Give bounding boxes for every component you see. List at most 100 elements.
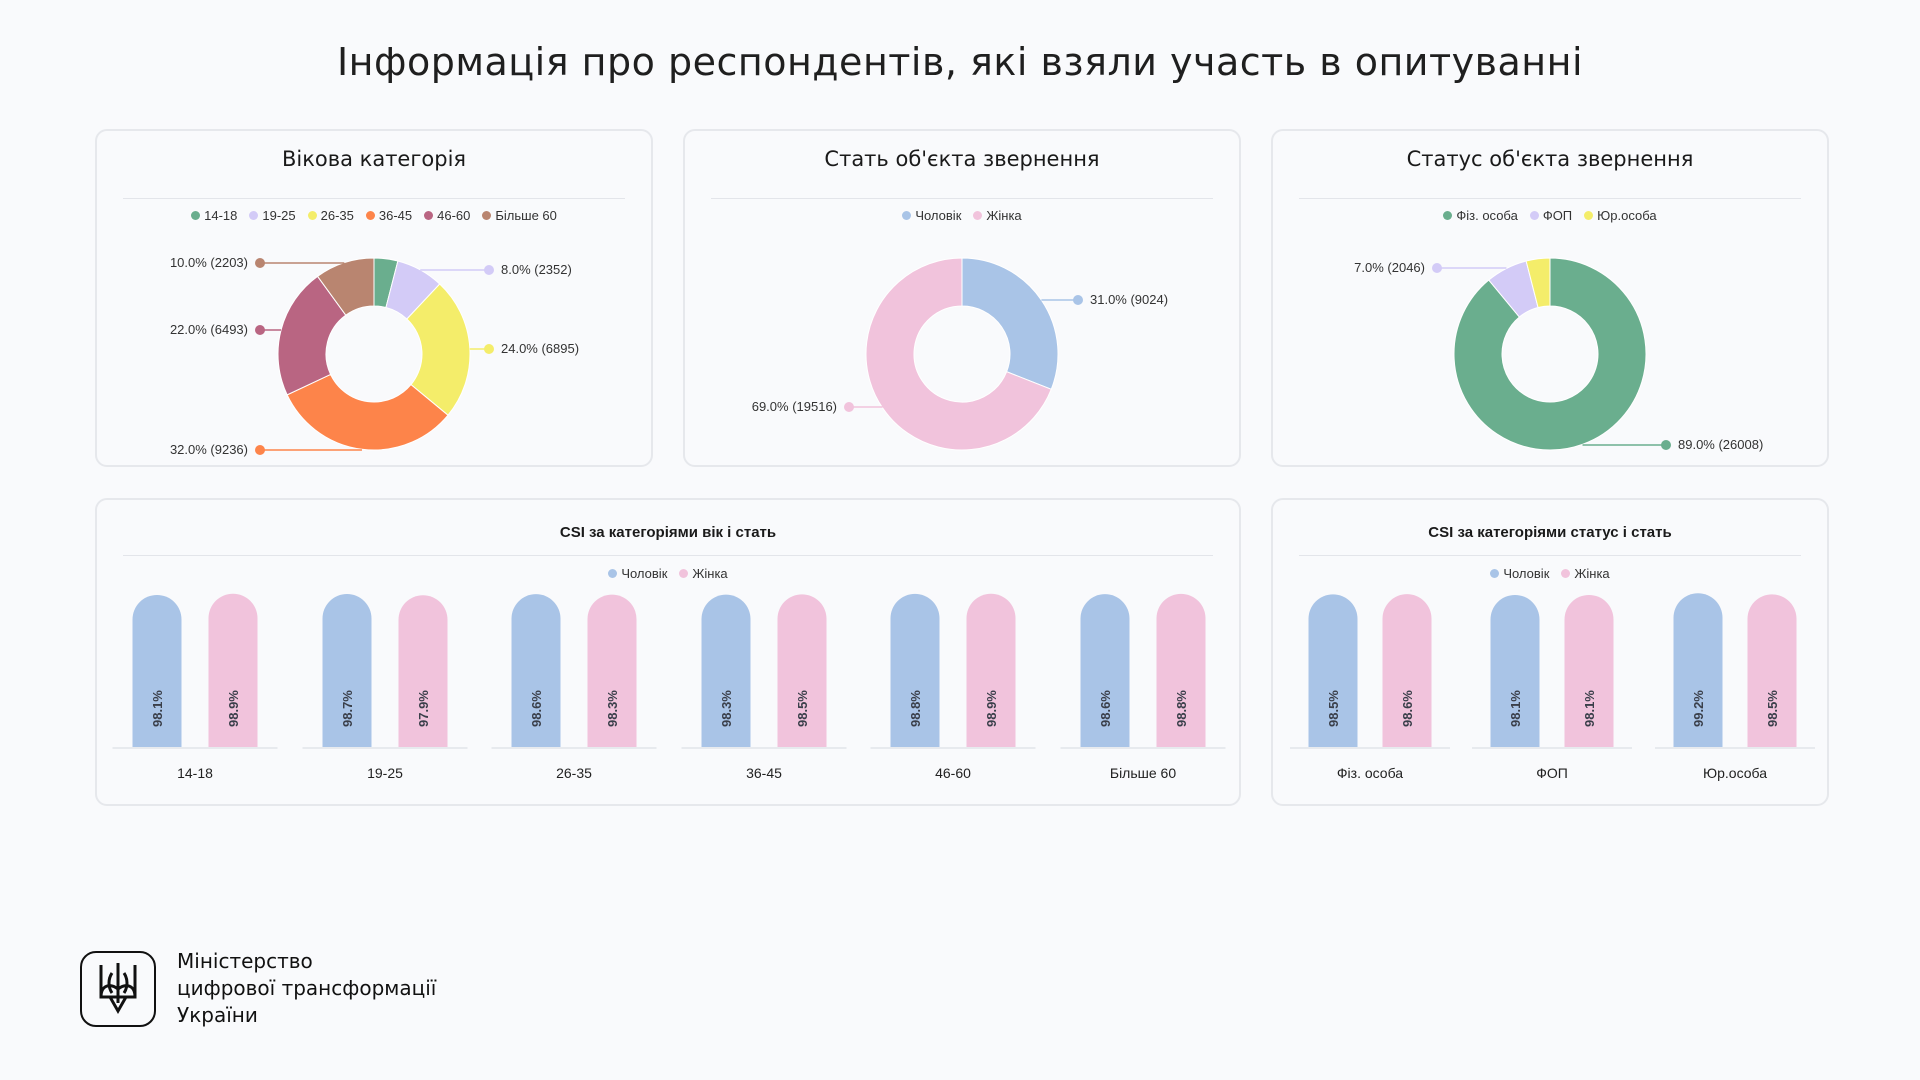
bar[interactable]: [1308, 594, 1358, 747]
legend-item[interactable]: Юр.особа: [1584, 208, 1657, 223]
donut-slice[interactable]: [865, 257, 1052, 451]
legend-dot-icon: [307, 211, 317, 220]
legend-dot-icon: [1561, 569, 1571, 578]
label-dot: [484, 344, 494, 354]
legend-dot-icon: [902, 211, 912, 220]
legend-dot-icon: [424, 211, 434, 220]
bar[interactable]: [1564, 594, 1614, 747]
ministry-line: України: [177, 1003, 258, 1027]
legend-label: ФОП: [1542, 208, 1573, 223]
bar-value-label: 99.2%: [1691, 690, 1706, 727]
donut-chart: 31.0% (9024) 69.0% (19516): [752, 257, 1168, 451]
bar[interactable]: [587, 594, 637, 747]
divider: [123, 555, 1213, 556]
legend-item[interactable]: Чоловік: [902, 208, 961, 223]
bar[interactable]: [1490, 594, 1540, 747]
legend-item[interactable]: Чоловік: [1490, 566, 1549, 581]
legend-label: 26-35: [320, 208, 354, 223]
legend-dot-icon: [191, 211, 201, 220]
bar-value-label: 98.5%: [1326, 690, 1341, 727]
donut-slice[interactable]: [961, 257, 1059, 390]
legend-item[interactable]: Жінка: [679, 566, 728, 581]
category-label: 46-60: [935, 765, 971, 781]
gender-card: Стать об'єкта звернення Чоловік Жінка 31.…: [683, 129, 1241, 467]
bar[interactable]: [398, 595, 448, 747]
bar-value-label: 98.6%: [1400, 690, 1415, 727]
category-label: 36-45: [746, 765, 782, 781]
bar[interactable]: [777, 594, 827, 747]
bar-value-label: 98.8%: [908, 690, 923, 727]
card-title: Статус об'єкта звернення: [1406, 147, 1694, 171]
legend-dot-icon: [1584, 211, 1594, 220]
legend-item[interactable]: Більше 60: [482, 208, 557, 223]
donut-slice[interactable]: [316, 257, 375, 316]
legend-item[interactable]: Жінка: [973, 208, 1022, 223]
legend-item[interactable]: 19-25: [249, 208, 296, 223]
legend-item[interactable]: ФОП: [1529, 208, 1573, 223]
category-label: ФОП: [1536, 765, 1568, 781]
card-title: CSI за категоріями статус і стать: [1428, 524, 1672, 541]
legend: Чоловік Жінка: [1273, 566, 1827, 581]
divider: [1299, 198, 1801, 199]
legend-label: Чоловік: [621, 566, 668, 581]
bar-chart: 98.1% 98.9% 14-18 98.7% 97.9% 19-25 98.6% 98.3%…: [112, 593, 1226, 781]
ministry-line: цифрової трансформації: [177, 976, 437, 1000]
csi-age-gender-card: CSI за категоріями вік і стать Чоловік Жі…: [95, 498, 1241, 806]
bar[interactable]: [132, 594, 182, 747]
donut-slice[interactable]: [1525, 257, 1551, 309]
donut-chart: 8.0% (2352) 24.0% (6895) 32.0% (9236) 22.0%…: [170, 255, 579, 457]
legend-dot-icon: [482, 211, 492, 220]
donut-slice[interactable]: [277, 275, 347, 396]
label-dot: [255, 258, 265, 268]
legend-dot-icon: [1443, 211, 1453, 220]
bar[interactable]: [1673, 593, 1723, 747]
label-dot: [255, 325, 265, 335]
legend-label: 46-60: [437, 208, 471, 223]
card-title: Вікова категорія: [281, 147, 467, 171]
legend-label: Жінка: [692, 566, 728, 581]
legend-item[interactable]: 46-60: [424, 208, 470, 223]
bar-value-label: 98.1%: [150, 690, 165, 727]
slice-label: 8.0% (2352): [501, 262, 572, 277]
legend-item[interactable]: Фіз. особа: [1443, 208, 1518, 223]
legend-dot-icon: [973, 211, 983, 220]
bar[interactable]: [1156, 593, 1206, 747]
bar-value-label: 98.9%: [226, 690, 241, 727]
donut-slice[interactable]: [286, 373, 449, 451]
legend-label: Чоловік: [915, 208, 962, 223]
legend-dot-icon: [679, 569, 689, 578]
donut-slice[interactable]: [406, 283, 471, 416]
bar[interactable]: [322, 594, 372, 747]
bar[interactable]: [701, 594, 751, 747]
donut-slice[interactable]: [1453, 257, 1647, 451]
label-dot: [1432, 263, 1442, 273]
bar-value-label: 98.6%: [1098, 690, 1113, 727]
bar[interactable]: [1382, 594, 1432, 747]
bar-value-label: 98.1%: [1508, 690, 1523, 727]
legend-label: Жінка: [986, 208, 1022, 223]
legend-item[interactable]: 36-45: [365, 208, 413, 223]
category-label: 26-35: [556, 765, 592, 781]
bar[interactable]: [966, 593, 1016, 747]
bar[interactable]: [511, 594, 561, 747]
legend-dot-icon: [608, 569, 618, 578]
bar-value-label: 98.8%: [1174, 690, 1189, 727]
legend-label: Жінка: [1574, 566, 1610, 581]
slice-label: 22.0% (6493): [170, 322, 248, 337]
legend-item[interactable]: 26-35: [307, 208, 354, 223]
bar[interactable]: [1747, 594, 1797, 747]
bar[interactable]: [890, 593, 940, 747]
slice-label: 69.0% (19516): [752, 399, 837, 414]
bar[interactable]: [208, 593, 258, 747]
bar-value-label: 97.9%: [416, 690, 431, 727]
legend-item[interactable]: Чоловік: [608, 566, 667, 581]
label-dot: [255, 445, 265, 455]
bar[interactable]: [1080, 594, 1130, 747]
legend-label: 36-45: [378, 208, 413, 223]
slice-label: 32.0% (9236): [170, 442, 248, 457]
donut-chart: 89.0% (26008) 7.0% (2046): [1354, 257, 1763, 452]
legend-item[interactable]: 14-18: [191, 208, 237, 223]
legend-item[interactable]: Жінка: [1561, 566, 1610, 581]
legend-dot-icon: [249, 211, 259, 220]
category-label: 14-18: [177, 765, 213, 781]
